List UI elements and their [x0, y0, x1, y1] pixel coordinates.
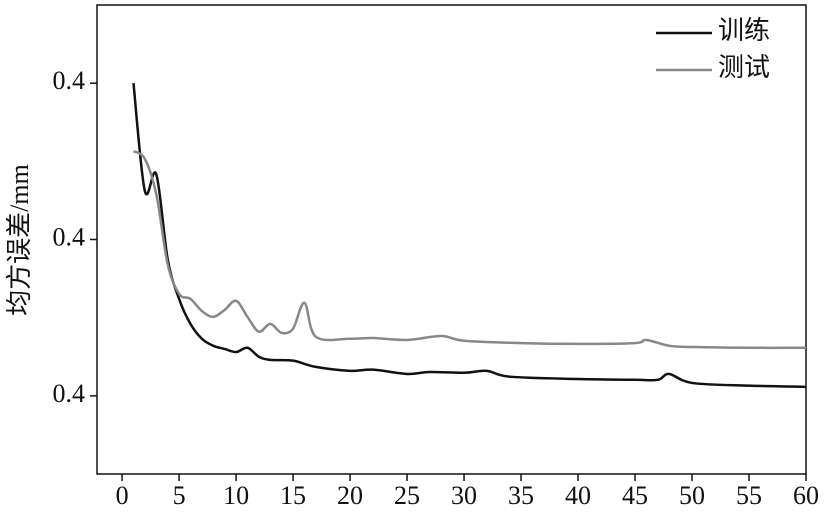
y-tick-label: 0.4 [53, 66, 86, 95]
x-tick-label: 60 [793, 481, 819, 510]
plot-frame [96, 4, 807, 475]
x-tick-label: 50 [679, 481, 705, 510]
y-tick-label: 0.4 [53, 222, 86, 251]
legend-label: 测试 [718, 53, 770, 82]
x-tick-label: 45 [622, 481, 648, 510]
y-tick-label: 0.4 [53, 379, 86, 408]
series-line [132, 150, 807, 350]
x-tick-label: 10 [223, 481, 249, 510]
x-tick-label: 5 [173, 481, 186, 510]
series-line [132, 83, 807, 389]
y-axis-label: 均方误差/mm [5, 164, 34, 316]
x-tick-label: 20 [337, 481, 363, 510]
legend-label: 训练 [718, 16, 770, 45]
x-tick-label: 55 [736, 481, 762, 510]
x-tick-label: 25 [394, 481, 420, 510]
x-tick-label: 0 [116, 481, 129, 510]
x-tick-label: 15 [280, 481, 306, 510]
x-tick-label: 30 [451, 481, 477, 510]
x-tick-label: 40 [565, 481, 591, 510]
x-tick-label: 35 [508, 481, 534, 510]
